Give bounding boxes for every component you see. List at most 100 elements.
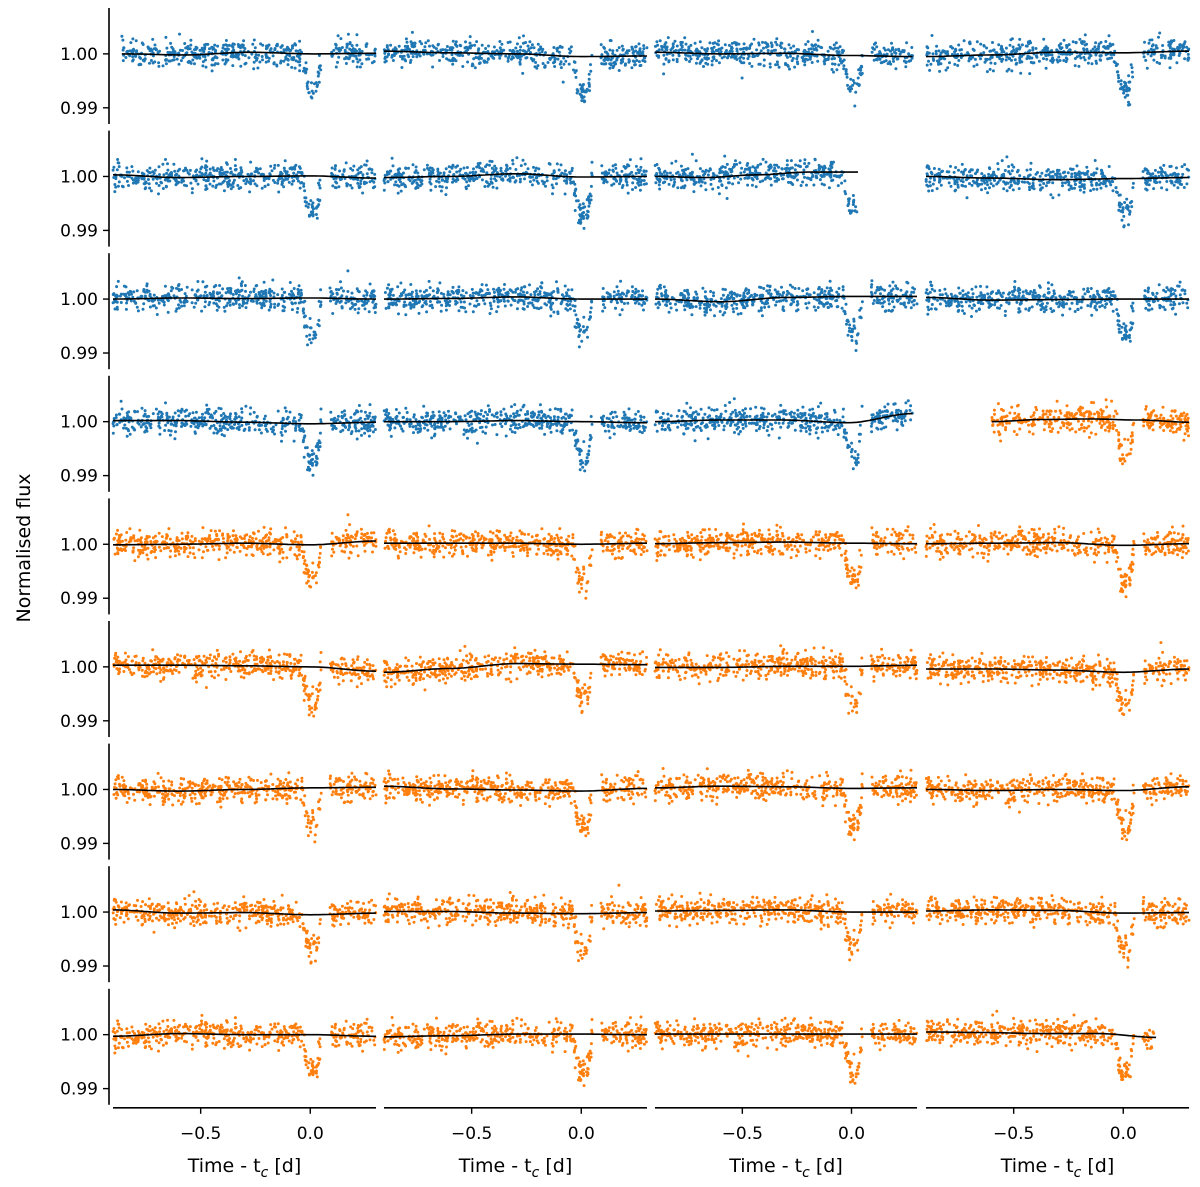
data-point bbox=[788, 67, 791, 71]
data-point bbox=[762, 287, 766, 290]
data-point bbox=[942, 49, 946, 53]
data-point bbox=[550, 183, 554, 187]
data-point bbox=[121, 185, 125, 189]
data-point bbox=[391, 59, 395, 62]
data-point bbox=[203, 55, 207, 59]
data-point bbox=[162, 303, 166, 307]
data-point bbox=[1099, 54, 1103, 57]
data-point bbox=[393, 183, 397, 187]
data-point bbox=[210, 63, 214, 67]
data-point bbox=[170, 45, 174, 49]
data-point bbox=[677, 54, 681, 58]
data-point bbox=[399, 180, 402, 184]
data-point bbox=[368, 167, 372, 171]
data-point bbox=[973, 57, 977, 61]
data-point bbox=[1040, 186, 1044, 190]
data-point bbox=[679, 40, 683, 44]
data-point bbox=[131, 181, 135, 185]
data-point bbox=[335, 181, 339, 185]
data-point bbox=[351, 168, 355, 172]
data-point bbox=[182, 169, 185, 173]
data-point bbox=[521, 158, 525, 162]
data-point bbox=[662, 72, 666, 76]
data-point bbox=[763, 177, 767, 181]
data-point bbox=[573, 304, 577, 308]
data-point bbox=[252, 60, 256, 64]
data-point bbox=[949, 184, 953, 188]
data-point bbox=[371, 186, 375, 190]
data-points bbox=[653, 152, 859, 215]
data-point bbox=[204, 65, 208, 69]
data-point bbox=[458, 53, 462, 57]
data-point bbox=[688, 54, 692, 58]
data-point bbox=[113, 190, 117, 194]
data-point bbox=[111, 168, 115, 172]
data-point bbox=[418, 184, 422, 188]
data-point bbox=[796, 62, 800, 66]
panel-r0-c0 bbox=[120, 32, 377, 100]
data-point bbox=[927, 189, 931, 193]
data-point bbox=[1077, 170, 1081, 174]
data-point bbox=[667, 59, 671, 63]
data-point bbox=[285, 53, 289, 57]
data-point bbox=[387, 306, 391, 310]
data-point bbox=[788, 173, 792, 177]
data-point bbox=[455, 301, 459, 305]
data-point bbox=[634, 171, 638, 175]
data-point bbox=[520, 293, 524, 297]
data-point bbox=[304, 61, 308, 65]
data-point bbox=[473, 43, 477, 47]
data-point bbox=[258, 291, 262, 295]
data-point bbox=[1082, 47, 1086, 51]
data-point bbox=[825, 58, 829, 61]
data-point bbox=[555, 162, 559, 166]
data-point bbox=[941, 169, 944, 173]
data-point bbox=[173, 169, 177, 173]
data-point bbox=[1131, 181, 1135, 185]
data-point bbox=[532, 58, 536, 62]
data-point bbox=[1030, 56, 1034, 60]
data-point bbox=[684, 42, 688, 46]
data-point bbox=[637, 60, 641, 64]
data-point bbox=[573, 71, 577, 74]
data-point bbox=[157, 301, 161, 305]
data-point bbox=[574, 75, 578, 79]
data-point bbox=[697, 178, 701, 182]
data-point bbox=[1125, 93, 1129, 97]
data-point bbox=[228, 303, 232, 307]
data-point bbox=[225, 170, 229, 174]
data-point bbox=[252, 290, 256, 293]
data-point bbox=[1127, 103, 1130, 107]
data-point bbox=[979, 57, 982, 61]
data-point bbox=[299, 288, 303, 292]
data-point bbox=[468, 41, 472, 45]
data-point bbox=[1059, 42, 1063, 46]
data-point bbox=[626, 191, 630, 195]
data-point bbox=[645, 46, 649, 50]
data-point bbox=[611, 66, 615, 70]
data-point bbox=[1028, 72, 1032, 76]
data-point bbox=[716, 48, 720, 52]
data-point bbox=[995, 182, 999, 186]
data-point bbox=[1011, 45, 1015, 49]
data-point bbox=[925, 172, 929, 176]
data-point bbox=[927, 165, 930, 169]
data-point bbox=[124, 56, 128, 59]
data-point bbox=[496, 305, 500, 309]
data-point bbox=[935, 187, 939, 191]
data-point bbox=[1175, 61, 1179, 65]
data-point bbox=[1115, 190, 1118, 194]
data-point bbox=[255, 58, 258, 62]
data-point bbox=[282, 59, 286, 63]
data-point bbox=[727, 43, 731, 47]
data-point bbox=[609, 39, 613, 43]
data-point bbox=[562, 56, 566, 60]
data-point bbox=[244, 289, 247, 293]
data-point bbox=[461, 65, 465, 68]
data-point bbox=[1042, 182, 1046, 185]
data-point bbox=[129, 41, 133, 45]
data-point bbox=[220, 50, 224, 53]
data-point bbox=[468, 294, 472, 297]
data-point bbox=[850, 87, 854, 91]
data-point bbox=[186, 60, 190, 64]
